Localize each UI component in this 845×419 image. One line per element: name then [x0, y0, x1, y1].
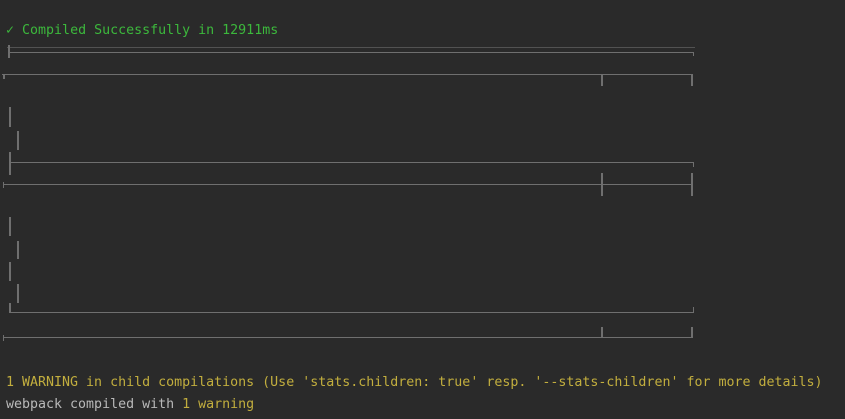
box-line — [2, 74, 693, 75]
warning-message: 1 WARNING in child compilations (Use 'st… — [6, 375, 823, 390]
box-line — [17, 284, 19, 303]
box-line — [691, 327, 693, 337]
box-line — [601, 327, 603, 337]
compile-success-message: ✓ Compiled Successfully in 12911ms — [6, 23, 278, 39]
box-line — [9, 217, 11, 236]
box-line — [9, 52, 694, 53]
box-line — [8, 45, 10, 58]
check-icon: ✓ — [6, 23, 15, 38]
box-line — [3, 184, 693, 185]
box-line — [9, 152, 11, 175]
box-line — [691, 173, 693, 196]
compile-success-text: Compiled Successfully in 12911ms — [22, 23, 279, 38]
box-line — [693, 52, 694, 56]
box-line — [17, 241, 19, 259]
compile-status-prefix: webpack compiled with — [6, 397, 183, 412]
box-line — [601, 173, 603, 196]
box-line — [3, 74, 5, 79]
box-line — [9, 303, 11, 313]
box-line — [9, 162, 694, 163]
box-line — [17, 131, 19, 150]
box-line — [2, 182, 4, 188]
box-line — [9, 312, 694, 313]
box-line — [693, 307, 694, 313]
box-line — [9, 262, 11, 281]
compile-status-message: webpack compiled with 1 warning — [6, 397, 254, 413]
warning-count-badge: 1 warning — [182, 397, 255, 412]
box-line — [691, 74, 693, 86]
box-line — [9, 107, 11, 127]
box-line — [2, 335, 4, 341]
box-line — [601, 74, 603, 86]
box-line — [693, 162, 694, 167]
box-line — [3, 337, 693, 338]
box-line — [7, 47, 695, 48]
